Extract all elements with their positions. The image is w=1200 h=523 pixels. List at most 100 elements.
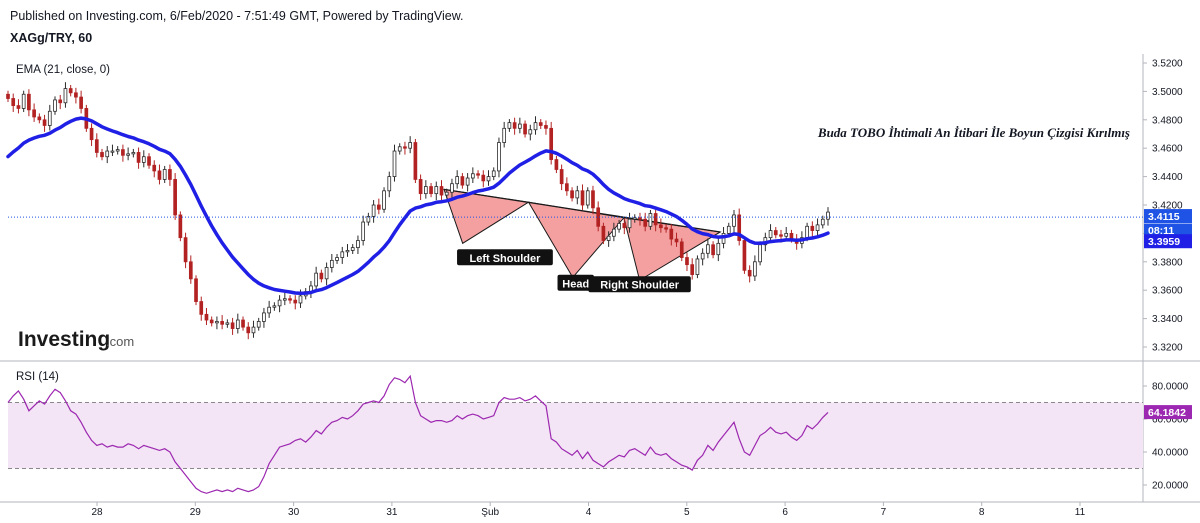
candle (162, 165, 167, 183)
candle (110, 144, 115, 157)
svg-text:3.3959: 3.3959 (1148, 236, 1180, 248)
candle (382, 187, 386, 213)
candle (241, 316, 245, 331)
candle (309, 280, 313, 299)
candle (664, 224, 668, 233)
candle (559, 164, 564, 191)
candle (617, 219, 621, 233)
candle (235, 313, 240, 334)
candle (293, 295, 298, 310)
candle (502, 121, 507, 148)
candle (612, 222, 616, 242)
candle (340, 246, 345, 264)
price-tick-label: 3.5000 (1152, 87, 1183, 98)
candle (481, 170, 486, 188)
candle (512, 117, 517, 135)
candle (570, 187, 574, 202)
svg-text:08:11: 08:11 (1148, 225, 1174, 237)
candle (554, 156, 559, 174)
candle (434, 181, 439, 201)
candle (575, 185, 580, 205)
time-tick-label: 28 (91, 507, 103, 518)
candle (262, 307, 266, 328)
candle (397, 143, 402, 155)
svg-text:Right Shoulder: Right Shoulder (600, 280, 680, 292)
candle (32, 103, 36, 122)
pattern-triangle (623, 217, 722, 282)
candle (356, 235, 360, 254)
candle (638, 212, 642, 226)
candle (685, 252, 689, 272)
candle (215, 316, 219, 330)
price-axis: 3.52003.50003.48003.46003.44003.42003.40… (1143, 59, 1183, 354)
candle (324, 262, 329, 286)
time-tick-label: 4 (586, 507, 592, 518)
candle (403, 141, 407, 155)
ema-indicator-label: EMA (21, close, 0) (16, 64, 110, 76)
candle (518, 117, 522, 134)
candle (89, 123, 94, 147)
right-shoulder-label: Right Shoulder (588, 276, 691, 293)
candle (429, 182, 433, 198)
candle (742, 236, 747, 274)
candle (737, 208, 742, 246)
candle (820, 215, 825, 229)
pattern-annotations: Left Shoulder Head Right Shoulder (457, 249, 691, 293)
candle (747, 265, 752, 283)
published-info: Published on Investing.com, 6/Feb/2020 -… (10, 9, 464, 23)
candle (131, 148, 136, 158)
candle (471, 167, 475, 183)
candle (768, 224, 773, 243)
price-tick-label: 3.3600 (1152, 286, 1183, 297)
candle (632, 214, 637, 223)
candle (497, 137, 501, 178)
candle (392, 144, 397, 182)
candle (549, 121, 554, 165)
candle (319, 269, 324, 283)
candle (47, 104, 52, 131)
candle (653, 208, 658, 232)
time-tick-label: 5 (684, 507, 690, 518)
candle (230, 317, 235, 335)
head-label: Head (557, 274, 594, 291)
candle (100, 148, 104, 161)
logo-suffix: .com (106, 334, 134, 349)
rsi-value-tag: 64.1842 (1144, 405, 1192, 420)
svg-text:Head: Head (562, 278, 589, 290)
candle (209, 316, 214, 327)
candle (350, 244, 355, 254)
ema-line (6, 116, 830, 296)
candle (622, 218, 627, 235)
price-tick-label: 3.3200 (1152, 343, 1183, 354)
chart-note: Buda TOBO İhtimali An İtibari İle Boyun … (817, 125, 1130, 140)
candle (486, 170, 491, 186)
candle (74, 87, 78, 104)
candle (753, 255, 757, 281)
candle (194, 275, 198, 306)
price-tick-label: 3.3800 (1152, 257, 1183, 268)
head-and-shoulders-pattern (443, 188, 722, 282)
candle (690, 258, 695, 280)
candle (669, 224, 674, 246)
investing-logo: Investing .com (18, 328, 134, 351)
candle (11, 93, 16, 112)
candle (16, 99, 21, 114)
axis-value-tags: 3.4115 08:113.3959 64.1842 (1144, 209, 1192, 420)
rsi-line (7, 374, 829, 494)
price-tick-label: 3.4800 (1152, 115, 1183, 126)
time-tick-label: 6 (782, 507, 788, 518)
candle (188, 255, 193, 284)
candle (659, 218, 663, 233)
candle (815, 218, 820, 236)
candle (439, 180, 444, 201)
candle (329, 253, 334, 273)
candle (282, 292, 287, 306)
neckline (443, 188, 721, 233)
candle (423, 180, 428, 199)
candle (580, 184, 585, 210)
candle (272, 302, 277, 311)
last-price-tag: 3.4115 (1144, 209, 1192, 224)
rsi-tick-label: 60.0000 (1152, 415, 1189, 426)
svg-text:3.4115: 3.4115 (1148, 211, 1180, 223)
